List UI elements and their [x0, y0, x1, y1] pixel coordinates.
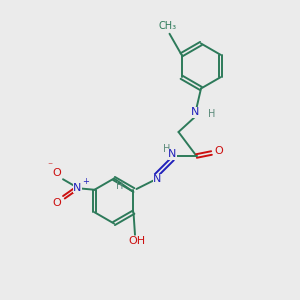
Text: H: H	[208, 109, 215, 119]
Text: CH₃: CH₃	[159, 21, 177, 31]
Text: N: N	[73, 183, 82, 193]
Text: O: O	[52, 198, 62, 208]
Text: N: N	[153, 174, 162, 184]
Text: H: H	[116, 181, 124, 191]
Text: N: N	[191, 107, 199, 118]
Text: +: +	[82, 177, 89, 186]
Text: OH: OH	[128, 236, 145, 246]
Text: O: O	[214, 146, 224, 157]
Text: H: H	[163, 144, 170, 154]
Text: N: N	[168, 149, 177, 160]
Text: O: O	[52, 168, 62, 178]
Text: ⁻: ⁻	[47, 161, 52, 171]
